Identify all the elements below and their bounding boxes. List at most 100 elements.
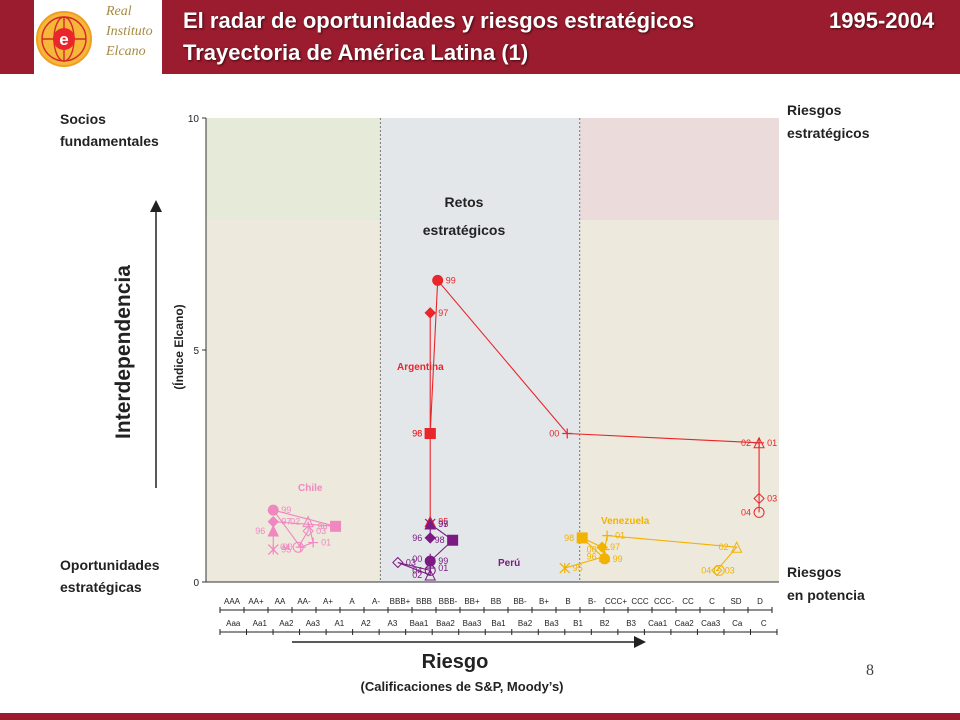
y-tick-label: 5 xyxy=(193,346,199,357)
moodys-tick-label: A3 xyxy=(388,619,398,628)
slide-number: 8 xyxy=(866,662,874,679)
data-point xyxy=(753,492,765,505)
data-point xyxy=(424,517,437,530)
quadrant-middle-line2: estratégicos xyxy=(423,222,506,238)
sp-tick-label: BB- xyxy=(513,597,527,606)
zone-oportunidades-estrategicas xyxy=(206,220,381,582)
data-point xyxy=(295,542,306,553)
point-label: 00 xyxy=(412,554,422,564)
y-tick-label: 0 xyxy=(193,578,199,589)
sp-tick-label: D xyxy=(757,597,763,606)
data-point xyxy=(447,534,459,546)
x-axis-sublabel: (Calificaciones de S&P, Moody’s) xyxy=(361,679,564,694)
bottom-bar xyxy=(0,713,960,720)
data-point xyxy=(267,515,279,528)
moodys-tick-label: Aa2 xyxy=(279,619,294,628)
sp-tick-label: AA- xyxy=(297,597,311,606)
sp-tick-label: AA+ xyxy=(248,597,264,606)
point-label: 99 xyxy=(438,556,448,566)
sp-tick-label: AA xyxy=(275,597,286,606)
y-tick-label: 10 xyxy=(188,114,200,125)
moodys-tick-label: Baa3 xyxy=(463,619,482,628)
logo-wordmark: Real Instituto Elcano xyxy=(106,2,162,62)
point-label: 02 xyxy=(741,438,751,448)
point-label: 98 xyxy=(412,429,422,439)
point-label: 98 xyxy=(435,535,445,545)
sp-tick-label: B- xyxy=(588,597,596,606)
point-label: 96 xyxy=(412,429,422,439)
sp-tick-label: SD xyxy=(730,597,741,606)
sp-tick-label: CCC xyxy=(631,597,649,606)
point-label: 97 xyxy=(610,542,620,552)
data-point xyxy=(559,562,571,574)
point-label: 95 xyxy=(438,519,448,529)
moodys-tick-label: Ba2 xyxy=(518,619,533,628)
data-point xyxy=(711,564,723,577)
data-point xyxy=(424,532,436,544)
series-name-label: Venezuela xyxy=(601,516,650,527)
point-label: 03 xyxy=(316,526,326,536)
point-label: 98 xyxy=(564,533,574,543)
quadrant-middle-line1: Retos xyxy=(445,194,484,210)
moodys-tick-label: Ca xyxy=(732,619,743,628)
data-point xyxy=(602,530,613,541)
data-point xyxy=(754,437,765,448)
point-label: 01 xyxy=(321,538,331,548)
zone-socios-fundamentales xyxy=(206,118,381,221)
logo-line2: Instituto xyxy=(106,24,153,39)
point-label: 95 xyxy=(281,545,291,555)
quadrant-top-right-line1: Riesgos xyxy=(787,102,842,118)
moodys-tick-label: B1 xyxy=(573,619,583,628)
sp-tick-label: C xyxy=(709,597,715,606)
point-label: 96 xyxy=(255,526,265,536)
title-line2: Trayectoria de América Latina (1) xyxy=(183,40,529,65)
point-label: 03 xyxy=(406,558,416,568)
data-point xyxy=(392,556,404,569)
data-point xyxy=(302,515,314,528)
sp-tick-label: CCC- xyxy=(654,597,674,606)
title-line1: El radar de oportunidades y riesgos estr… xyxy=(183,8,695,33)
sp-tick-label: AAA xyxy=(224,597,241,606)
data-point xyxy=(424,428,436,440)
sp-tick-label: CCC+ xyxy=(605,597,627,606)
point-label: 00 xyxy=(283,542,293,552)
quadrant-bottom-left-line1: Oportunidades xyxy=(60,557,160,573)
moodys-tick-label: Ba1 xyxy=(491,619,506,628)
sp-tick-label: BBB xyxy=(416,597,432,606)
moodys-tick-label: Caa2 xyxy=(675,619,695,628)
point-label: 04 xyxy=(741,507,751,517)
data-point xyxy=(425,563,436,574)
point-label: 96 xyxy=(412,533,422,543)
point-label: 97 xyxy=(438,519,448,529)
data-point xyxy=(292,541,304,553)
point-label: 00 xyxy=(587,545,597,555)
data-point xyxy=(267,544,279,555)
data-point xyxy=(753,506,765,518)
data-point xyxy=(713,564,725,576)
point-label: 04 xyxy=(412,565,422,575)
logo: e Real Instituto Elcano xyxy=(34,0,162,74)
moodys-tick-label: Aa1 xyxy=(253,619,268,628)
data-point xyxy=(330,520,342,532)
point-label: 02 xyxy=(719,542,729,552)
point-label: 04 xyxy=(280,542,290,552)
data-point xyxy=(267,524,280,537)
sp-tick-label: BBB+ xyxy=(390,597,411,606)
sp-tick-label: B+ xyxy=(539,597,549,606)
data-point xyxy=(302,525,314,537)
data-point xyxy=(753,436,765,449)
sp-tick-label: BB+ xyxy=(464,597,480,606)
moodys-tick-label: A2 xyxy=(361,619,371,628)
y-axis-label: Interdependencia xyxy=(112,265,135,439)
title-years: 1995-2004 xyxy=(829,8,935,33)
data-point xyxy=(308,537,319,548)
series-name-label: Argentina xyxy=(397,362,444,373)
point-label: 03 xyxy=(725,565,735,575)
data-point xyxy=(562,428,573,439)
data-point xyxy=(576,532,588,544)
moodys-tick-label: Aaa xyxy=(226,619,241,628)
moodys-tick-label: Aa3 xyxy=(306,619,321,628)
series-argentina: 95 96 97 98 99 00 01 02 03 04 Argentina xyxy=(397,274,777,528)
